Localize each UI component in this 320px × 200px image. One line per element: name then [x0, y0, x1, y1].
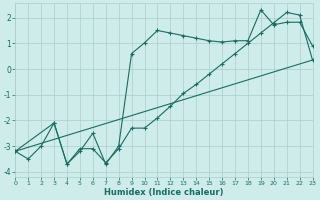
X-axis label: Humidex (Indice chaleur): Humidex (Indice chaleur) — [104, 188, 224, 197]
